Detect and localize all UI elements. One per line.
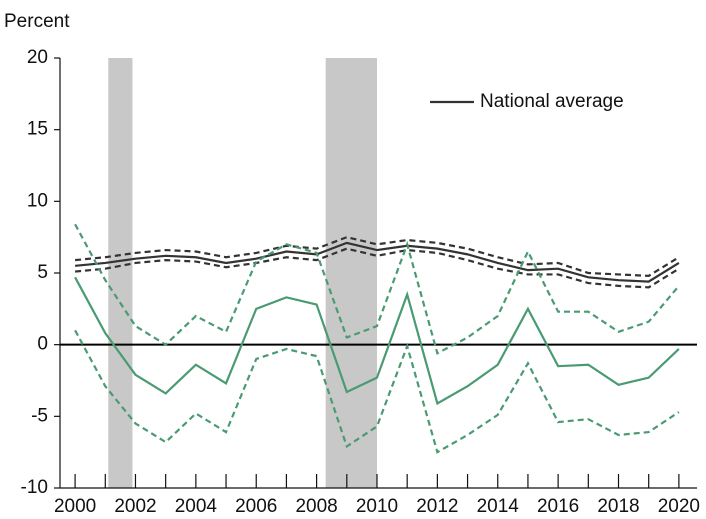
x-tick-label: 2008 — [295, 496, 337, 517]
x-tick-label: 2014 — [477, 496, 520, 517]
y-tick-label: 5 — [37, 262, 48, 283]
recession-band — [325, 58, 377, 488]
series-line — [74, 241, 680, 283]
y-tick-label: 15 — [27, 119, 48, 140]
x-tick-label: 2010 — [356, 496, 398, 517]
series-line — [74, 276, 680, 406]
x-tick-label: 2020 — [658, 496, 700, 517]
recession-band — [108, 58, 133, 488]
y-tick-label: 0 — [37, 334, 48, 355]
y-tick-label: 20 — [27, 47, 48, 68]
band-line — [74, 223, 680, 355]
x-tick-label: 2018 — [597, 496, 639, 517]
y-tick-label: 10 — [27, 190, 48, 211]
x-tick-label: 2006 — [235, 496, 277, 517]
band-line — [74, 236, 680, 277]
y-axis-label: Percent — [4, 11, 70, 32]
x-tick-label: 2004 — [175, 496, 218, 517]
y-tick-label: -10 — [21, 477, 48, 498]
x-tick-label: 2016 — [537, 496, 579, 517]
x-tick-label: 2002 — [114, 496, 156, 517]
x-tick-label: 2000 — [54, 496, 96, 517]
band-line — [74, 329, 680, 454]
x-tick-label: 2012 — [416, 496, 458, 517]
legend-label: National average — [480, 91, 624, 112]
y-tick-label: -5 — [31, 405, 48, 426]
band-line — [74, 247, 680, 289]
